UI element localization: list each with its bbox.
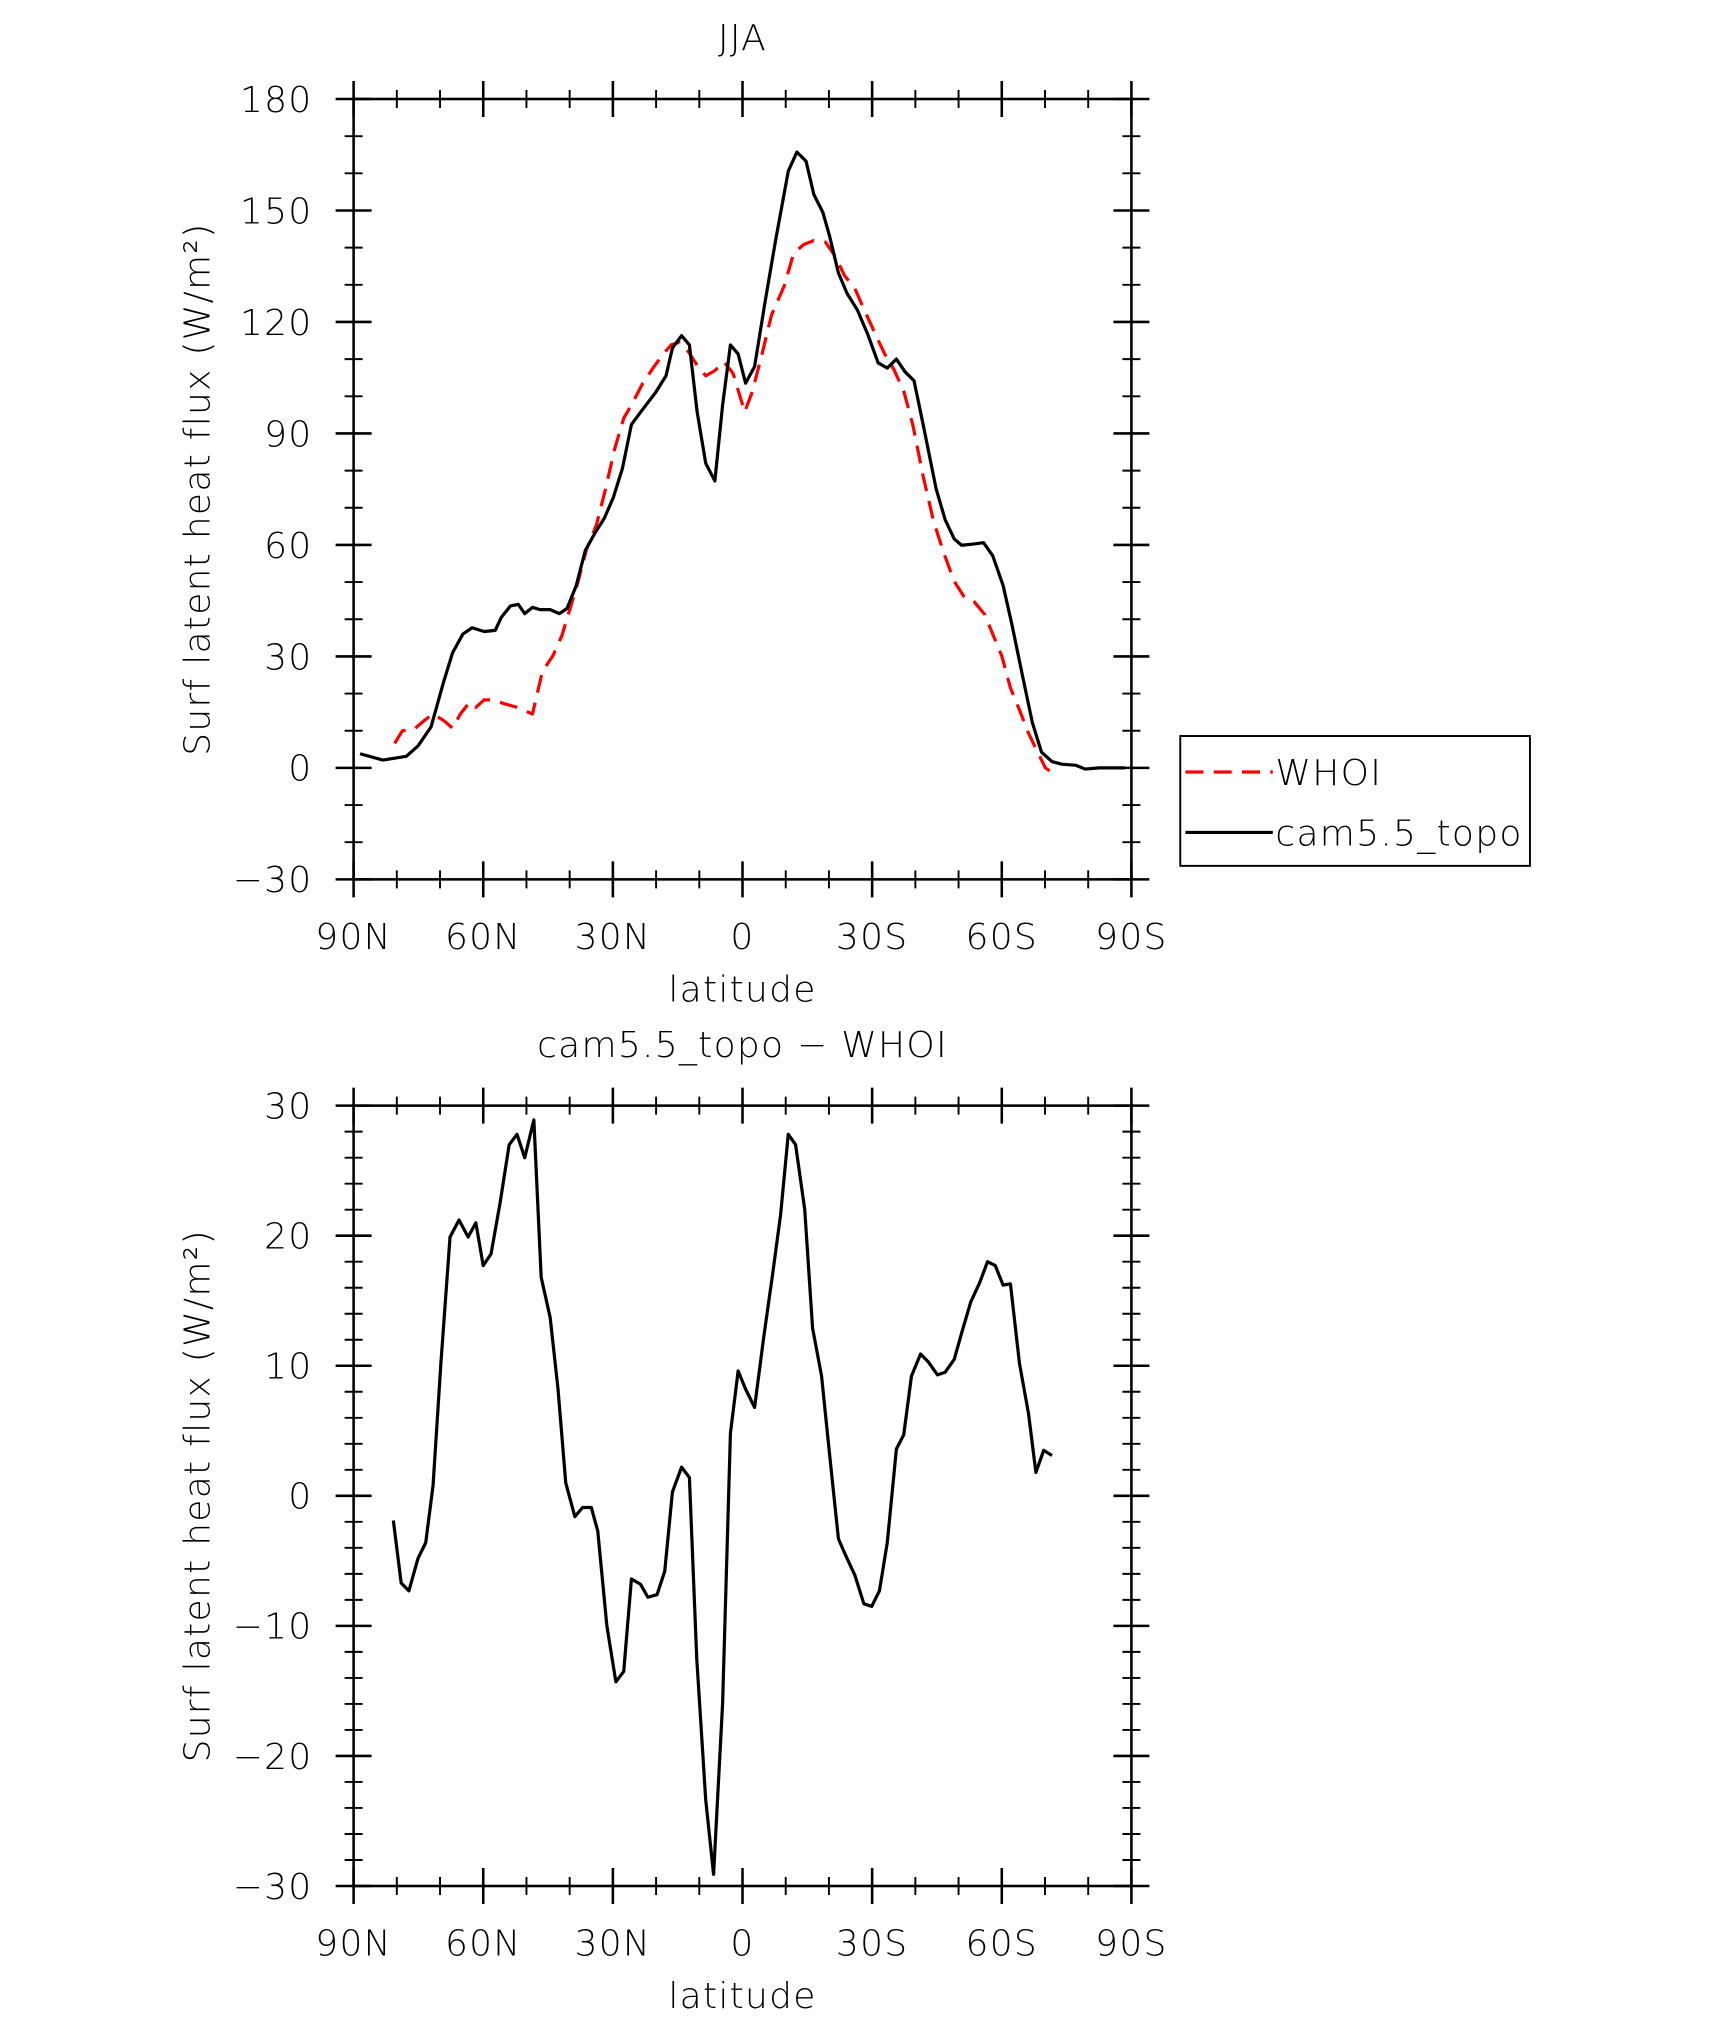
plot-frame [352,97,1133,881]
x-tick-label: 90N [315,917,392,958]
y-tick-label: 10 [264,1347,312,1388]
y-tick-label: −30 [233,1867,313,1908]
y-tick-label: 30 [264,637,312,678]
x-tick-label: 30N [575,917,652,958]
x-tick-label: 90N [315,1923,392,1964]
x-tick-label: 60N [445,1923,522,1964]
data-line [391,1118,1053,1876]
y-tick-label: −20 [233,1737,313,1778]
x-tick-label: 0 [730,1923,754,1964]
y-tick-label: 0 [288,749,312,790]
x-tick-label: 90S [1095,917,1168,958]
chart-title: cam5.5_topo − WHOI [537,1025,948,1066]
y-axis-label: Surf latent heat flux (W/m²) [178,223,219,756]
y-tick-label: 120 [240,303,313,344]
y-tick-label: 90 [264,414,312,455]
x-tick-label: 30S [836,1923,909,1964]
x-tick-label: 60S [966,917,1039,958]
x-tick-label: 90S [1095,1923,1168,1964]
legend-label: cam5.5_topo [1275,813,1522,854]
plot-frame [352,1104,1133,1888]
y-tick-label: 30 [264,1086,312,1127]
data-line [359,150,1125,771]
x-tick-label: 60S [966,1923,1039,1964]
y-tick-label: 20 [264,1217,312,1258]
y-tick-label: −10 [233,1607,313,1648]
data-line [393,238,1056,776]
y-tick-label: 60 [264,526,312,567]
x-axis-label: latitude [668,1976,816,2017]
legend-label: WHOI [1275,753,1382,794]
chart-title: JJA [718,18,767,59]
y-tick-label: −30 [233,860,313,901]
x-tick-label: 30S [836,917,909,958]
y-axis-label: Surf latent heat flux (W/m²) [178,1229,219,1762]
y-tick-label: 0 [288,1477,312,1518]
y-tick-label: 180 [240,80,313,121]
x-axis-label: latitude [668,970,816,1011]
x-tick-label: 30N [575,1923,652,1964]
x-tick-label: 0 [730,917,754,958]
legend-frame [1179,735,1531,867]
y-tick-label: 150 [240,191,313,232]
x-tick-label: 60N [445,917,522,958]
